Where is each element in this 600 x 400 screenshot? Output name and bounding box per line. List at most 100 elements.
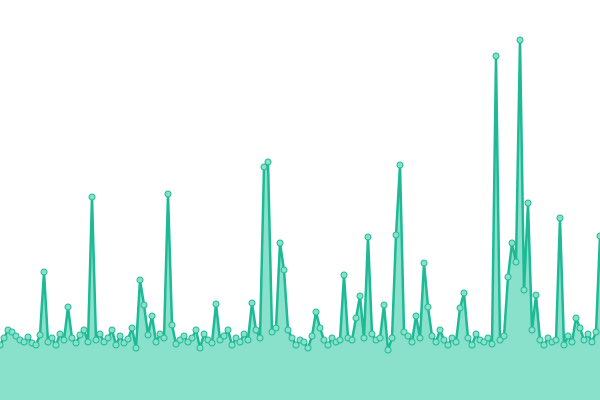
data-point [116,332,124,340]
data-point [404,332,412,340]
data-point [340,271,348,279]
data-point [464,334,472,342]
data-point [444,341,452,349]
data-point [244,336,252,344]
data-point [216,336,224,344]
data-point [140,301,148,309]
data-point [328,334,336,342]
data-point [248,299,256,307]
data-point [272,324,280,332]
data-point [80,326,88,334]
data-point [52,341,60,349]
data-point [496,336,504,344]
data-point [252,326,260,334]
data-point [64,303,72,311]
data-point [92,336,100,344]
data-point [468,341,476,349]
data-point [264,158,272,166]
data-point [112,341,120,349]
data-point [288,334,296,342]
data-point [84,338,92,346]
data-point [40,268,48,276]
data-point [532,291,540,299]
data-point [376,334,384,342]
data-point [460,289,468,297]
data-point [592,328,600,336]
data-point [220,332,228,340]
data-point [504,273,512,281]
data-point [292,341,300,349]
data-point [356,292,364,300]
data-point [32,341,40,349]
data-point [360,334,368,342]
data-point [380,301,388,309]
data-point [208,339,216,347]
data-point [364,233,372,241]
data-point [164,190,172,198]
data-point [104,334,112,342]
data-point [108,326,116,334]
data-point [524,199,532,207]
data-point [12,332,20,340]
data-point [544,334,552,342]
data-point [96,330,104,338]
data-point [588,338,596,346]
data-point [536,336,544,344]
data-point [128,324,136,332]
data-point [568,338,576,346]
data-point [48,334,56,342]
data-point [352,314,360,322]
data-point [440,336,448,344]
data-point [512,258,520,266]
data-point [184,338,192,346]
data-point [552,336,560,344]
data-point [520,286,528,294]
data-point [192,326,200,334]
data-point [72,339,80,347]
data-point [528,326,536,334]
data-point [240,330,248,338]
data-point [268,328,276,336]
data-point [44,338,52,346]
data-point [20,338,28,346]
data-point [456,304,464,312]
data-point [36,331,44,339]
data-point [480,338,488,346]
data-point [408,338,416,346]
data-point [320,336,328,344]
data-point [300,338,308,346]
data-point [336,336,344,344]
data-point [224,326,232,334]
data-point [312,308,320,316]
data-point [8,328,16,336]
data-point [556,214,564,222]
data-point [284,326,292,334]
data-point [348,336,356,344]
data-point [212,300,220,308]
data-point [24,333,32,341]
data-point [448,334,456,342]
data-point [100,338,108,346]
data-point [280,266,288,274]
data-point [316,324,324,332]
data-point [484,334,492,342]
data-point [196,344,204,352]
data-point [260,163,268,171]
data-point [580,336,588,344]
data-point [516,36,524,44]
data-point [180,332,188,340]
data-point [120,339,128,347]
data-point [148,312,156,320]
data-point [160,334,168,342]
data-point [304,344,312,352]
data-point [388,334,396,342]
data-point [76,331,84,339]
data-point [540,341,548,349]
data-point [132,344,140,352]
data-point [564,332,572,340]
data-point [308,332,316,340]
data-point [136,276,144,284]
data-point [124,335,132,343]
data-point [560,341,568,349]
